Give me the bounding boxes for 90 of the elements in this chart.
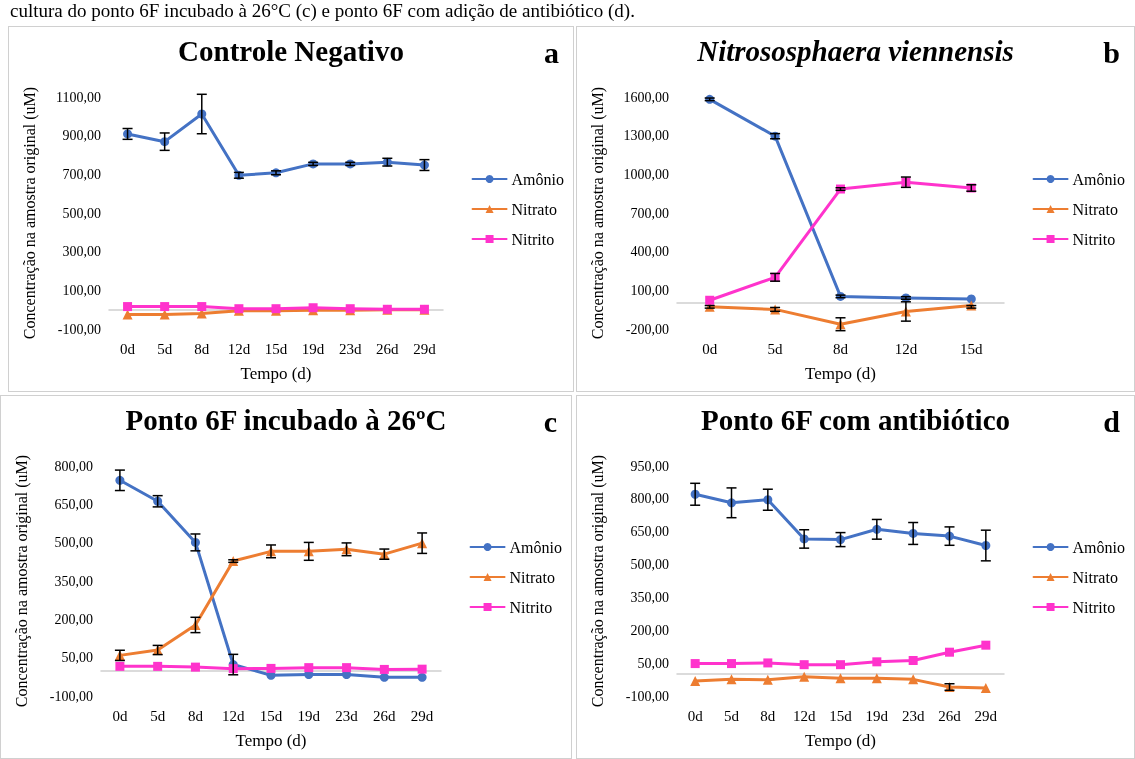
y-tick-label: 800,00 (630, 491, 669, 507)
legend-label: Amônio (509, 538, 563, 556)
legend-label: Amônio (1072, 170, 1126, 188)
y-tick-label: 350,00 (54, 573, 93, 589)
x-tick-label: 29d (413, 340, 437, 357)
y-tick-label: 500,00 (54, 535, 93, 551)
chart-title: Nitrososphaera viennensis (696, 34, 1014, 67)
x-tick-label: 26d (938, 707, 962, 724)
legend-label: Nitrito (511, 230, 555, 248)
y-tick-label: 100,00 (62, 282, 101, 298)
y-axis-title: Concentração na amostra original (uM) (20, 86, 39, 340)
y-tick-label: 50,00 (637, 655, 669, 671)
y-tick-label: 1000,00 (623, 166, 669, 182)
x-tick-label: 12d (894, 340, 918, 357)
text: cultura do ponto 6F incubado à 26°C (c) e ponto 6F com adição de antibiótico (d). (10, 0, 636, 23)
x-tick-label: 19d (865, 707, 889, 724)
y-tick-label: 200,00 (630, 622, 669, 638)
y-tick-label: -100,00 (49, 688, 93, 704)
x-tick-label: 0d (112, 707, 128, 724)
x-tick-label: 0d (687, 707, 704, 724)
y-tick-label: 350,00 (630, 589, 669, 605)
text: d (1103, 404, 1121, 438)
x-tick-label: 12d (792, 707, 816, 724)
x-tick-label: 5d (767, 340, 784, 357)
y-tick-label: 500,00 (62, 205, 101, 221)
y-tick-label: 1600,00 (623, 89, 669, 105)
x-tick-label: 0d (702, 340, 718, 357)
x-tick-label: 0d (120, 340, 136, 357)
y-axis-title: Concentração na amostra original (uM) (588, 86, 607, 340)
y-tick-label: 650,00 (630, 524, 669, 540)
x-tick-label: 23d (901, 707, 925, 724)
y-tick-label: 300,00 (62, 244, 101, 260)
x-tick-label: 26d (373, 707, 397, 724)
x-tick-label: 5d (724, 707, 740, 724)
x-axis-title: Tempo (d) (804, 364, 877, 383)
x-tick-label: 12d (227, 340, 251, 357)
y-tick-label: 950,00 (630, 458, 669, 474)
x-tick-label: 29d (974, 707, 998, 724)
legend-label: Nitrato (1072, 200, 1118, 218)
legend-label: Amônio (1072, 538, 1126, 556)
x-tick-label: 15d (829, 707, 853, 724)
chart-title: Ponto 6F incubado à 26ºC (125, 403, 447, 436)
x-tick-label: 8d (833, 340, 849, 357)
y-tick-label: 50,00 (61, 650, 93, 666)
legend-label: Nitrito (1072, 230, 1116, 248)
y-tick-label: 700,00 (62, 166, 101, 182)
x-tick-label: 5d (150, 707, 166, 724)
x-tick-label: 8d (187, 707, 204, 724)
y-tick-label: -100,00 (57, 321, 101, 337)
legend-label: Nitrato (509, 568, 555, 586)
y-tick-label: 900,00 (62, 128, 101, 144)
y-tick-label: 100,00 (630, 282, 669, 298)
chart-title: Controle Negativo (178, 34, 404, 67)
x-tick-label: 12d (221, 707, 245, 724)
x-tick-label: 15d (259, 707, 283, 724)
legend-label: Nitrito (1072, 598, 1116, 616)
x-tick-label: 23d (335, 707, 359, 724)
legend-label: Nitrato (1072, 568, 1118, 586)
y-axis-title: Concentração na amostra original (uM) (12, 454, 31, 708)
x-tick-label: 8d (194, 340, 210, 357)
y-tick-label: 200,00 (54, 611, 93, 627)
y-tick-label: 800,00 (54, 458, 93, 474)
x-tick-label: 5d (157, 340, 173, 357)
x-tick-label: 26d (376, 340, 400, 357)
y-tick-label: -100,00 (625, 688, 669, 704)
x-tick-label: 19d (301, 340, 325, 357)
x-tick-label: 29d (410, 707, 434, 724)
x-tick-label: 19d (297, 707, 321, 724)
x-axis-title: Tempo (d) (240, 364, 312, 383)
y-tick-label: 700,00 (630, 205, 669, 221)
y-tick-label: 650,00 (54, 496, 93, 512)
legend-label: Nitrato (511, 200, 557, 218)
y-tick-label: 400,00 (630, 244, 669, 260)
x-axis-title: Tempo (d) (235, 731, 307, 750)
x-tick-label: 23d (338, 340, 362, 357)
x-tick-label: 15d (264, 340, 288, 357)
y-tick-label: -200,00 (625, 321, 669, 337)
y-tick-label: 1100,00 (56, 89, 101, 105)
text: c (543, 404, 558, 438)
legend-label: Amônio (511, 170, 565, 188)
chart-title: Ponto 6F com antibiótico (700, 403, 1011, 436)
y-tick-label: 500,00 (630, 557, 669, 573)
text: b (1103, 35, 1120, 69)
x-tick-label: 15d (960, 340, 984, 357)
legend-label: Nitrito (509, 598, 553, 616)
x-axis-title: Tempo (d) (804, 731, 877, 750)
y-axis-title: Concentração na amostra original (uM) (588, 454, 607, 708)
x-tick-label: 8d (760, 707, 776, 724)
y-tick-label: 1300,00 (623, 128, 669, 144)
text: a (544, 35, 559, 69)
